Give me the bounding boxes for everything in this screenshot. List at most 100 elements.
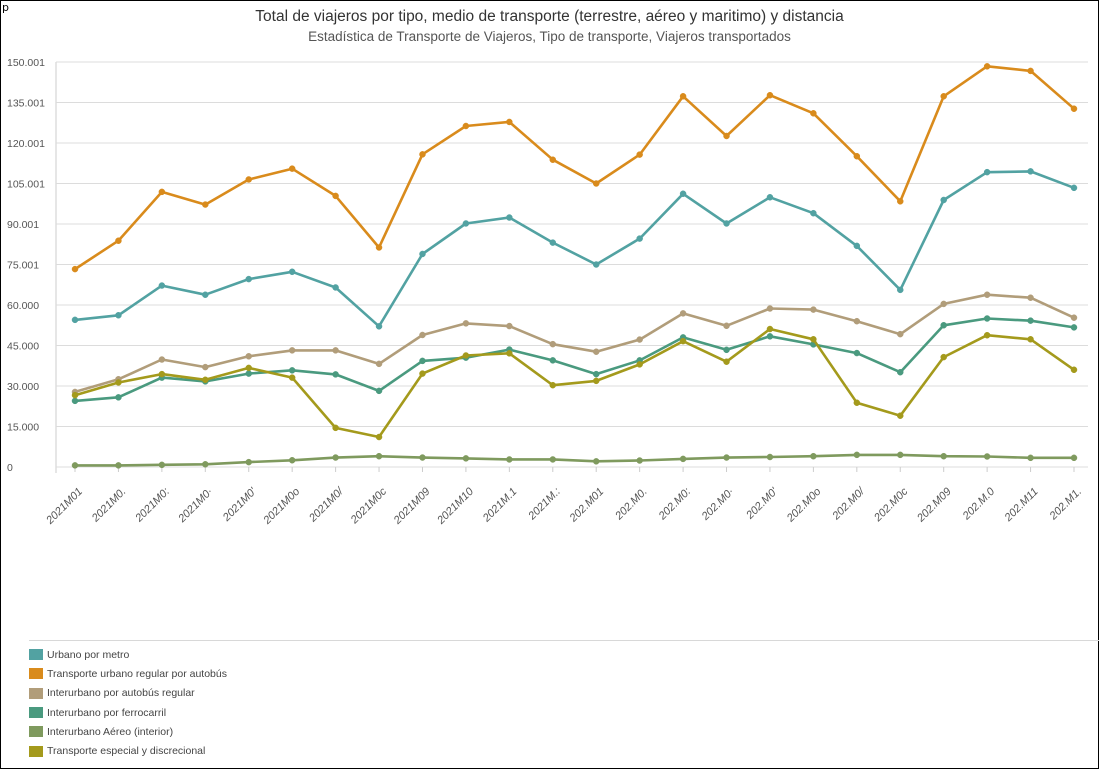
data-point[interactable] (897, 412, 904, 419)
data-point[interactable] (897, 330, 904, 338)
legend-item[interactable]: Interurbano por ferrocarril (29, 703, 1099, 722)
data-point[interactable] (1070, 184, 1078, 192)
data-point[interactable] (897, 286, 904, 294)
data-point[interactable] (419, 454, 426, 461)
data-point[interactable] (419, 250, 426, 258)
data-point[interactable] (1027, 168, 1034, 175)
data-point[interactable] (462, 122, 470, 130)
data-point[interactable] (332, 371, 339, 378)
data-point[interactable] (810, 306, 817, 313)
legend-item[interactable]: Interurbano por autobús regular (29, 684, 1099, 703)
data-point[interactable] (1027, 454, 1034, 462)
data-point[interactable] (592, 458, 600, 465)
data-point[interactable] (332, 454, 339, 461)
data-point[interactable] (288, 457, 296, 464)
data-point[interactable] (766, 453, 774, 461)
data-point[interactable] (1027, 336, 1034, 343)
data-point[interactable] (940, 452, 947, 460)
data-point[interactable] (549, 456, 557, 463)
data-point[interactable] (115, 462, 122, 469)
data-point[interactable] (549, 340, 557, 348)
data-point[interactable] (1027, 317, 1034, 324)
data-point[interactable] (853, 242, 861, 250)
data-point[interactable] (766, 333, 774, 340)
data-point[interactable] (592, 370, 600, 378)
data-point[interactable] (897, 198, 904, 205)
data-point[interactable] (71, 391, 79, 399)
data-point[interactable] (853, 349, 861, 357)
data-point[interactable] (983, 331, 991, 339)
data-point[interactable] (636, 336, 643, 343)
data-point[interactable] (766, 325, 774, 333)
data-point[interactable] (1070, 314, 1078, 321)
data-point[interactable] (549, 156, 557, 163)
data-point[interactable] (679, 310, 687, 317)
data-point[interactable] (506, 214, 513, 221)
data-point[interactable] (245, 353, 252, 360)
data-point[interactable] (636, 235, 643, 242)
data-point[interactable] (288, 374, 296, 381)
data-point[interactable] (202, 201, 209, 208)
data-point[interactable] (636, 151, 643, 158)
data-point[interactable] (940, 353, 947, 361)
data-point[interactable] (462, 352, 470, 359)
data-point[interactable] (71, 462, 79, 469)
data-point[interactable] (245, 370, 252, 377)
data-point[interactable] (1070, 454, 1078, 462)
data-point[interactable] (592, 377, 600, 385)
data-point[interactable] (897, 368, 904, 376)
data-point[interactable] (375, 360, 383, 368)
data-point[interactable] (71, 265, 79, 273)
data-point[interactable] (158, 188, 166, 196)
data-point[interactable] (723, 346, 730, 354)
data-point[interactable] (245, 176, 252, 183)
data-point[interactable] (810, 209, 817, 217)
data-point[interactable] (636, 457, 643, 464)
data-point[interactable] (983, 453, 991, 460)
data-point[interactable] (158, 282, 166, 289)
data-point[interactable] (506, 350, 513, 357)
data-point[interactable] (375, 244, 383, 251)
data-point[interactable] (332, 192, 339, 200)
data-point[interactable] (419, 370, 426, 377)
data-point[interactable] (592, 180, 600, 187)
data-point[interactable] (419, 151, 426, 158)
data-point[interactable] (853, 451, 861, 459)
data-point[interactable] (810, 110, 817, 117)
data-point[interactable] (679, 190, 687, 198)
legend-item[interactable]: Interurbano Aéreo (interior) (29, 722, 1099, 741)
data-point[interactable] (158, 370, 166, 378)
data-point[interactable] (375, 452, 383, 460)
data-point[interactable] (592, 348, 600, 355)
data-point[interactable] (419, 331, 426, 339)
data-point[interactable] (1070, 105, 1078, 112)
data-point[interactable] (853, 317, 861, 325)
data-point[interactable] (462, 455, 470, 462)
data-point[interactable] (940, 322, 947, 329)
data-point[interactable] (723, 132, 730, 140)
data-point[interactable] (245, 458, 252, 466)
data-point[interactable] (375, 433, 383, 441)
data-point[interactable] (115, 237, 122, 244)
data-point[interactable] (940, 196, 947, 204)
legend-item[interactable]: Transporte urbano regular por autobús (29, 664, 1099, 683)
data-point[interactable] (549, 239, 557, 246)
data-point[interactable] (810, 336, 817, 343)
data-point[interactable] (853, 399, 861, 406)
data-point[interactable] (679, 93, 687, 100)
data-point[interactable] (897, 451, 904, 459)
data-point[interactable] (853, 152, 861, 160)
data-point[interactable] (288, 165, 296, 172)
data-point[interactable] (940, 93, 947, 100)
data-point[interactable] (679, 455, 687, 463)
data-point[interactable] (636, 361, 643, 368)
data-point[interactable] (115, 379, 122, 386)
data-point[interactable] (983, 291, 991, 298)
data-point[interactable] (202, 363, 209, 371)
data-point[interactable] (940, 300, 947, 308)
data-point[interactable] (332, 347, 339, 354)
data-point[interactable] (506, 322, 513, 330)
data-point[interactable] (679, 337, 687, 345)
data-point[interactable] (723, 322, 730, 330)
data-point[interactable] (245, 364, 252, 372)
